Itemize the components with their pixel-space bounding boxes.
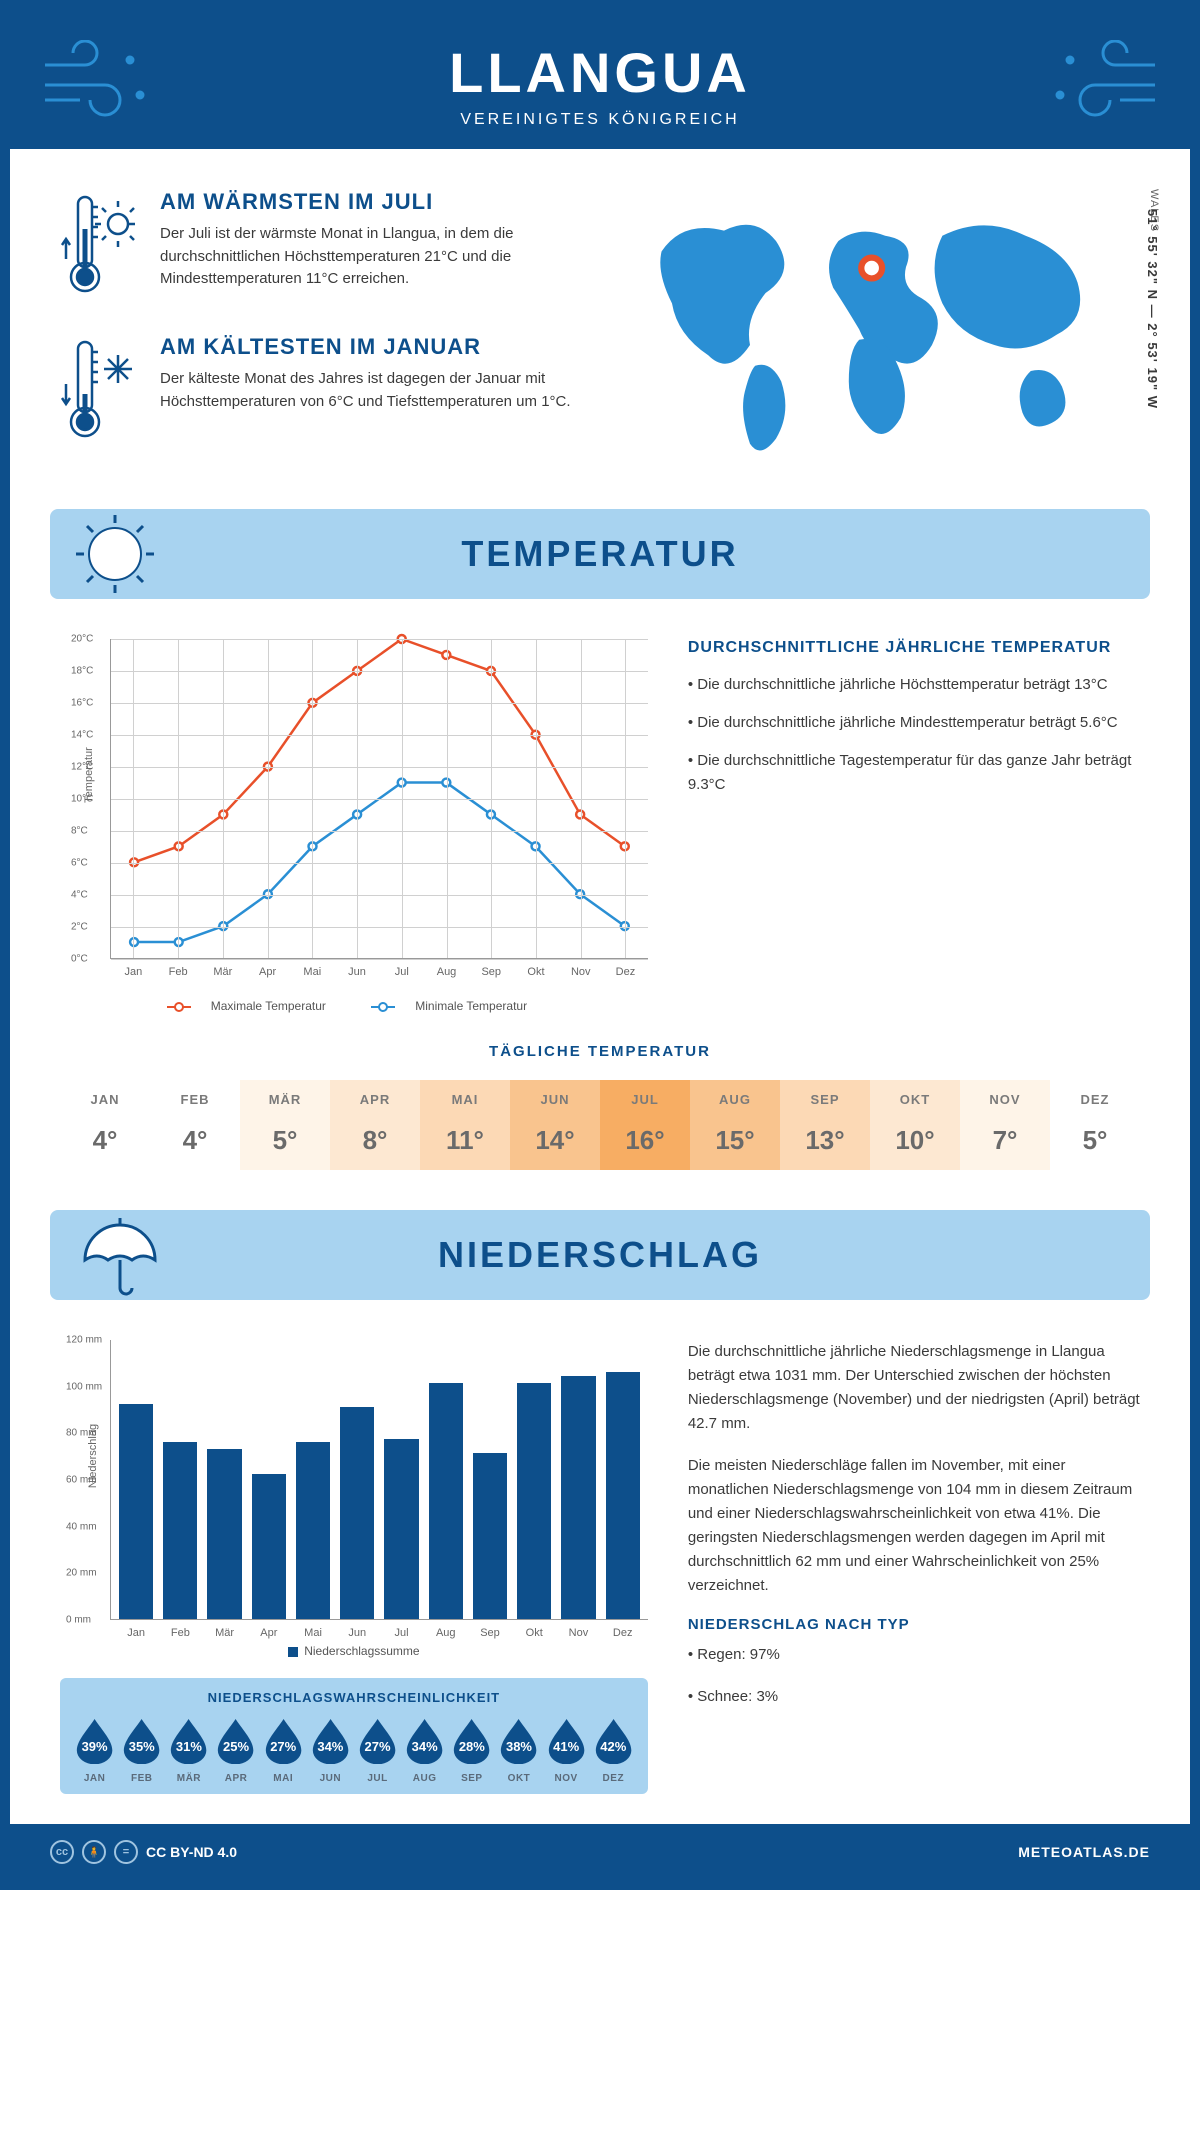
probability-box: NIEDERSCHLAGSWAHRSCHEINLICHKEIT 39% JAN …: [60, 1678, 648, 1794]
daily-temp-cell: JAN4°: [60, 1080, 150, 1170]
umbrella-icon: [70, 1210, 160, 1300]
daily-temp-cell: JUN14°: [510, 1080, 600, 1170]
world-map-icon: [620, 189, 1140, 464]
precip-bar: Mär: [207, 1449, 241, 1619]
coldest-block: AM KÄLTESTEN IM JANUAR Der kälteste Mona…: [60, 334, 580, 449]
legend-max: Maximale Temperatur: [167, 999, 340, 1013]
daily-temp-cell: SEP13°: [780, 1080, 870, 1170]
page-container: LLANGUA VEREINIGTES KÖNIGREICH: [0, 0, 1200, 1890]
daily-temp-cell: MAI11°: [420, 1080, 510, 1170]
daily-temp-cell: DEZ5°: [1050, 1080, 1140, 1170]
warmest-text: Der Juli ist der wärmste Monat in Llangu…: [160, 223, 580, 291]
daily-temp-cell: AUG15°: [690, 1080, 780, 1170]
intro-section: AM WÄRMSTEN IM JULI Der Juli ist der wär…: [10, 149, 1190, 509]
probability-drops: 39% JAN 35% FEB 31% MÄR 25% APR 27% MAI: [74, 1717, 634, 1784]
intro-text-column: AM WÄRMSTEN IM JULI Der Juli ist der wär…: [60, 189, 580, 479]
probability-drop: 42% DEZ: [593, 1717, 634, 1784]
location-title: LLANGUA: [10, 40, 1190, 105]
temp-bullet-1: • Die durchschnittliche jährliche Höchst…: [688, 673, 1140, 697]
daily-temp-cell: APR8°: [330, 1080, 420, 1170]
daily-temp-cell: NOV7°: [960, 1080, 1050, 1170]
footer: cc 🧍 = CC BY-ND 4.0 METEOATLAS.DE: [10, 1824, 1190, 1880]
precip-bar: Sep: [473, 1453, 507, 1619]
country-subtitle: VEREINIGTES KÖNIGREICH: [10, 111, 1190, 129]
precipitation-heading: NIEDERSCHLAG: [50, 1234, 1150, 1276]
sun-icon: [70, 509, 160, 599]
precipitation-section: Niederschlag 0 mm20 mm40 mm60 mm80 mm100…: [10, 1300, 1190, 1824]
map-column: WALES 51° 55' 32" N — 2° 53' 19" W: [620, 189, 1140, 479]
probability-drop: 27% MAI: [263, 1717, 304, 1784]
temp-bullet-3: • Die durchschnittliche Tagestemperatur …: [688, 749, 1140, 797]
daily-temp-cell: OKT10°: [870, 1080, 960, 1170]
daily-temp-cell: FEB4°: [150, 1080, 240, 1170]
wind-decoration-right: [1040, 40, 1160, 130]
coldest-text: Der kälteste Monat des Jahres ist dagege…: [160, 368, 580, 413]
temperature-heading: TEMPERATUR: [50, 533, 1150, 575]
brand-text: METEOATLAS.DE: [1018, 1844, 1150, 1860]
precip-paragraph-2: Die meisten Niederschläge fallen im Nove…: [688, 1454, 1140, 1598]
temp-bullet-2: • Die durchschnittliche jährliche Mindes…: [688, 711, 1140, 735]
daily-temp-strip: JAN4°FEB4°MÄR5°APR8°MAI11°JUN14°JUL16°AU…: [60, 1080, 1140, 1170]
probability-drop: 31% MÄR: [168, 1717, 209, 1784]
probability-title: NIEDERSCHLAGSWAHRSCHEINLICHKEIT: [74, 1690, 634, 1705]
precip-type-rain: • Regen: 97%: [688, 1643, 1140, 1667]
precip-paragraph-1: Die durchschnittliche jährliche Niedersc…: [688, 1340, 1140, 1436]
temp-notes: DURCHSCHNITTLICHE JÄHRLICHE TEMPERATUR •…: [688, 639, 1140, 1013]
by-icon: 🧍: [82, 1840, 106, 1864]
probability-drop: 35% FEB: [121, 1717, 162, 1784]
coordinates: 51° 55' 32" N — 2° 53' 19" W: [1145, 209, 1160, 409]
temperature-section: Temperatur 0°C2°C4°C6°C8°C10°C12°C14°C16…: [10, 599, 1190, 1033]
probability-drop: 34% AUG: [404, 1717, 445, 1784]
temperature-line-chart: Temperatur 0°C2°C4°C6°C8°C10°C12°C14°C16…: [110, 639, 648, 959]
precip-bar: Mai: [296, 1442, 330, 1619]
precip-left-column: Niederschlag 0 mm20 mm40 mm60 mm80 mm100…: [60, 1340, 648, 1794]
temp-legend: Maximale Temperatur Minimale Temperatur: [60, 999, 648, 1013]
precip-type-snow: • Schnee: 3%: [688, 1685, 1140, 1709]
precip-bar: Jan: [119, 1404, 153, 1619]
probability-drop: 39% JAN: [74, 1717, 115, 1784]
probability-drop: 25% APR: [215, 1717, 256, 1784]
precip-bar: Aug: [429, 1383, 463, 1619]
temp-chart-container: Temperatur 0°C2°C4°C6°C8°C10°C12°C14°C16…: [60, 639, 648, 1013]
legend-min: Minimale Temperatur: [371, 999, 541, 1013]
precip-bar: Dez: [606, 1372, 640, 1619]
probability-drop: 27% JUL: [357, 1717, 398, 1784]
warmest-title: AM WÄRMSTEN IM JULI: [160, 189, 580, 215]
precip-bar: Nov: [561, 1376, 595, 1619]
license-text: CC BY-ND 4.0: [146, 1844, 237, 1860]
probability-drop: 41% NOV: [546, 1717, 587, 1784]
precipitation-bar-chart: Niederschlag 0 mm20 mm40 mm60 mm80 mm100…: [110, 1340, 648, 1620]
precipitation-banner: NIEDERSCHLAG: [50, 1210, 1150, 1300]
daily-temp-cell: MÄR5°: [240, 1080, 330, 1170]
temp-notes-title: DURCHSCHNITTLICHE JÄHRLICHE TEMPERATUR: [688, 639, 1140, 657]
cc-icon: cc: [50, 1840, 74, 1864]
precip-bar: Apr: [252, 1474, 286, 1619]
precip-bar: Feb: [163, 1442, 197, 1619]
coldest-title: AM KÄLTESTEN IM JANUAR: [160, 334, 580, 360]
nd-icon: =: [114, 1840, 138, 1864]
precip-bar: Jul: [384, 1439, 418, 1619]
header: LLANGUA VEREINIGTES KÖNIGREICH: [10, 10, 1190, 149]
license-block: cc 🧍 = CC BY-ND 4.0: [50, 1840, 237, 1864]
thermometer-sun-icon: [60, 189, 140, 304]
daily-temp-title: TÄGLICHE TEMPERATUR: [60, 1043, 1140, 1060]
precip-legend: Niederschlagssumme: [60, 1644, 648, 1658]
probability-drop: 38% OKT: [498, 1717, 539, 1784]
precip-bar: Okt: [517, 1383, 551, 1619]
daily-temp-section: TÄGLICHE TEMPERATUR JAN4°FEB4°MÄR5°APR8°…: [10, 1033, 1190, 1210]
precip-type-title: NIEDERSCHLAG NACH TYP: [688, 1616, 1140, 1633]
probability-drop: 28% SEP: [451, 1717, 492, 1784]
wind-decoration-left: [40, 40, 160, 130]
thermometer-snow-icon: [60, 334, 140, 449]
precip-bar: Jun: [340, 1407, 374, 1619]
precip-text-column: Die durchschnittliche jährliche Niedersc…: [688, 1340, 1140, 1794]
probability-drop: 34% JUN: [310, 1717, 351, 1784]
daily-temp-cell: JUL16°: [600, 1080, 690, 1170]
warmest-block: AM WÄRMSTEN IM JULI Der Juli ist der wär…: [60, 189, 580, 304]
temperature-banner: TEMPERATUR: [50, 509, 1150, 599]
